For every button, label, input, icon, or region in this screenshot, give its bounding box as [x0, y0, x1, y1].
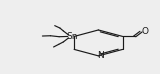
Text: Sn: Sn: [66, 32, 77, 41]
Text: N: N: [97, 51, 104, 60]
Text: O: O: [141, 27, 148, 36]
